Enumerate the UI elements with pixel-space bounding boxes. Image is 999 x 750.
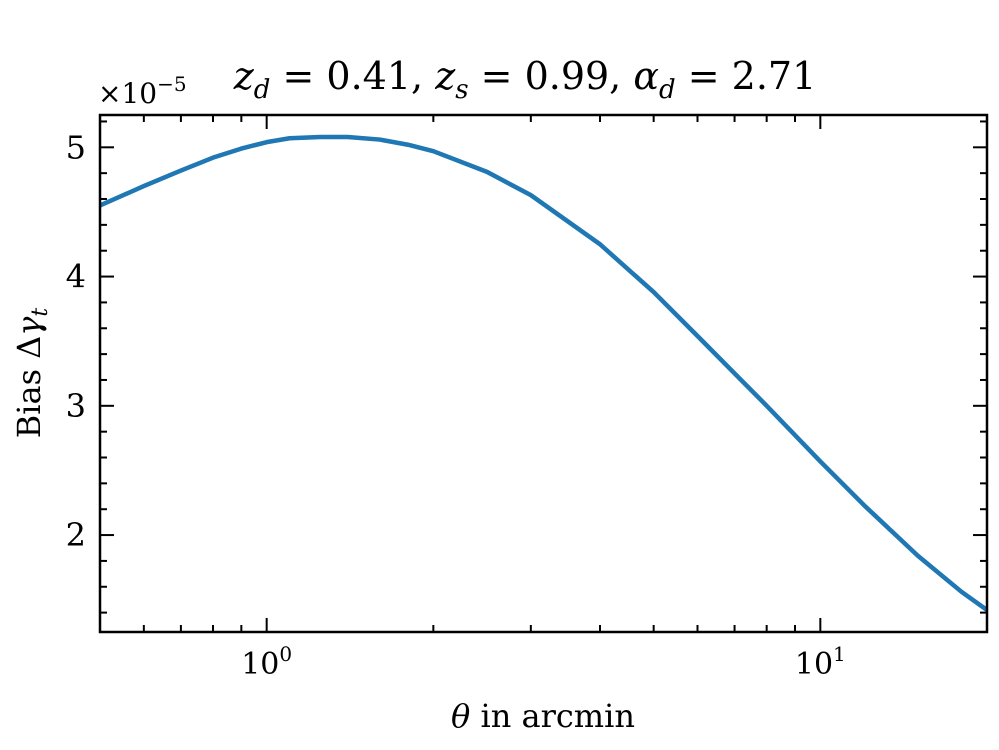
y-tick-label: 5 [66,128,86,166]
y-axis-label: Bias Δγt [10,308,53,439]
y-tick-label: 3 [66,387,86,425]
chart-title: zd = 0.41, zs = 0.99, αd = 2.71 [233,54,817,105]
x-tick-label: 100 [241,642,292,682]
x-tick-label: 101 [795,642,846,682]
y-offset-label: ×10−5 [98,72,187,110]
y-tick-label: 2 [66,516,86,554]
plot-frame [98,113,989,634]
y-tick-label: 4 [66,258,86,296]
series-line [100,134,987,612]
x-axis-label: θ in arcmin [451,697,635,735]
